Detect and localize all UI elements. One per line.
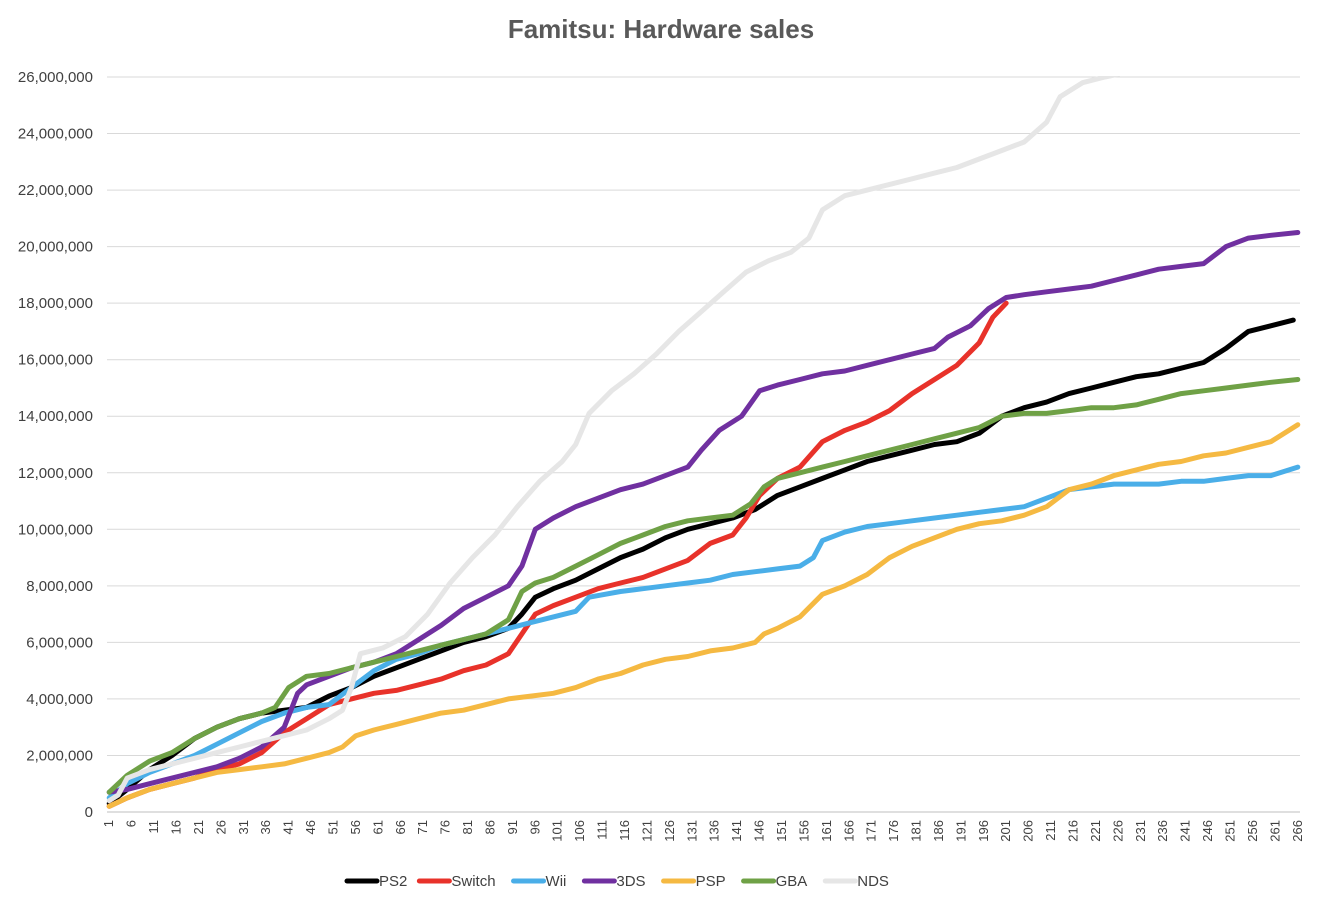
x-tick-label: 186 — [931, 820, 946, 842]
legend-label-psp: PSP — [696, 873, 726, 890]
chart-title: Famitsu: Hardware sales — [507, 14, 815, 44]
x-tick-label: 206 — [1021, 820, 1036, 842]
y-tick-label: 26,000,000 — [18, 69, 93, 86]
x-tick-label: 256 — [1245, 820, 1260, 842]
x-tick-label: 171 — [864, 820, 879, 842]
x-tick-label: 1 — [101, 820, 116, 827]
y-tick-label: 16,000,000 — [18, 352, 93, 369]
x-tick-label: 116 — [617, 820, 632, 841]
x-tick-label: 41 — [281, 820, 296, 834]
x-tick-label: 76 — [438, 820, 453, 834]
legend-label-3ds: 3DS — [616, 873, 645, 890]
legend-label-gba: GBA — [776, 873, 808, 890]
x-tick-label: 91 — [505, 820, 520, 834]
series-group — [106, 76, 1301, 809]
y-tick-label: 22,000,000 — [18, 182, 93, 199]
x-tick-label: 81 — [460, 820, 475, 834]
y-tick-label: 18,000,000 — [18, 295, 93, 312]
y-axis: 0 2,000,000 4,000,000 6,000,000 8,000,000 10,… — [18, 69, 93, 821]
x-tick-label: 16 — [169, 820, 184, 834]
y-tick-label: 8,000,000 — [26, 578, 93, 595]
x-tick-label: 136 — [707, 820, 722, 842]
x-tick-label: 111 — [595, 820, 610, 840]
x-tick-label: 11 — [146, 820, 161, 834]
x-tick-label: 146 — [752, 820, 767, 842]
x-tick-label: 246 — [1200, 820, 1215, 842]
x-tick-label: 131 — [684, 820, 699, 842]
legend: PS2 Switch Wii 3DS PSP GBA NDS — [344, 873, 889, 890]
x-tick-label: 101 — [550, 820, 565, 842]
y-tick-label: 0 — [85, 804, 93, 821]
x-tick-label: 201 — [998, 820, 1013, 842]
legend-label-nds: NDS — [857, 873, 889, 890]
x-tick-label: 221 — [1088, 820, 1103, 842]
y-tick-label: 12,000,000 — [18, 465, 93, 482]
x-tick-label: 231 — [1133, 820, 1148, 842]
x-tick-label: 251 — [1222, 820, 1237, 842]
x-tick-label: 126 — [662, 820, 677, 842]
y-tick-label: 14,000,000 — [18, 408, 93, 425]
x-tick-label: 261 — [1267, 820, 1282, 842]
legend-label-ps2: PS2 — [379, 873, 407, 890]
x-tick-label: 56 — [348, 820, 363, 834]
x-tick-label: 121 — [639, 820, 654, 842]
x-tick-label: 66 — [393, 820, 408, 834]
x-tick-label: 31 — [236, 820, 251, 834]
series-line-gba — [106, 377, 1301, 795]
x-tick-label: 26 — [213, 820, 228, 834]
series-line-psp — [106, 422, 1301, 809]
x-axis: 1 6 11 16 21 26 31 36 41 46 51 56 61 66 71 76 81 86 91 96 10… — [101, 811, 1305, 842]
gridlines — [107, 76, 1300, 813]
series-line-3ds — [106, 230, 1301, 795]
series-lines — [106, 76, 1301, 809]
y-tick-label: 10,000,000 — [18, 521, 93, 538]
legend-label-wii: Wii — [546, 873, 567, 890]
x-tick-label: 166 — [841, 820, 856, 842]
x-tick-label: 6 — [124, 820, 139, 827]
x-tick-label: 176 — [886, 820, 901, 842]
x-tick-label: 161 — [819, 820, 834, 842]
x-tick-label: 141 — [729, 820, 744, 842]
x-tick-label: 96 — [527, 820, 542, 834]
x-tick-label: 211 — [1043, 820, 1058, 841]
x-tick-label: 226 — [1110, 820, 1125, 842]
y-tick-label: 6,000,000 — [26, 634, 93, 651]
x-tick-label: 51 — [325, 820, 340, 834]
x-tick-label: 241 — [1178, 820, 1193, 842]
y-tick-label: 4,000,000 — [26, 691, 93, 708]
series-line-wii — [106, 464, 1301, 801]
x-tick-label: 151 — [774, 820, 789, 842]
x-tick-label: 61 — [370, 820, 385, 834]
y-tick-label: 20,000,000 — [18, 239, 93, 256]
x-tick-label: 236 — [1155, 820, 1170, 842]
x-tick-label: 196 — [976, 820, 991, 842]
x-tick-label: 216 — [1066, 820, 1081, 842]
x-tick-label: 46 — [303, 820, 318, 834]
y-tick-label: 24,000,000 — [18, 126, 93, 143]
series-line-switch — [106, 300, 1009, 809]
x-tick-label: 156 — [796, 820, 811, 842]
x-tick-label: 191 — [953, 820, 968, 842]
x-tick-label: 86 — [482, 820, 497, 834]
x-tick-label: 266 — [1290, 820, 1305, 842]
series-line-nds — [106, 76, 1121, 804]
y-tick-label: 2,000,000 — [26, 747, 93, 764]
x-tick-label: 36 — [258, 820, 273, 834]
x-tick-label: 21 — [191, 820, 206, 834]
x-tick-label: 106 — [572, 820, 587, 842]
x-tick-label: 71 — [415, 820, 430, 834]
legend-label-switch: Switch — [451, 873, 495, 890]
x-tick-label: 181 — [909, 820, 924, 842]
